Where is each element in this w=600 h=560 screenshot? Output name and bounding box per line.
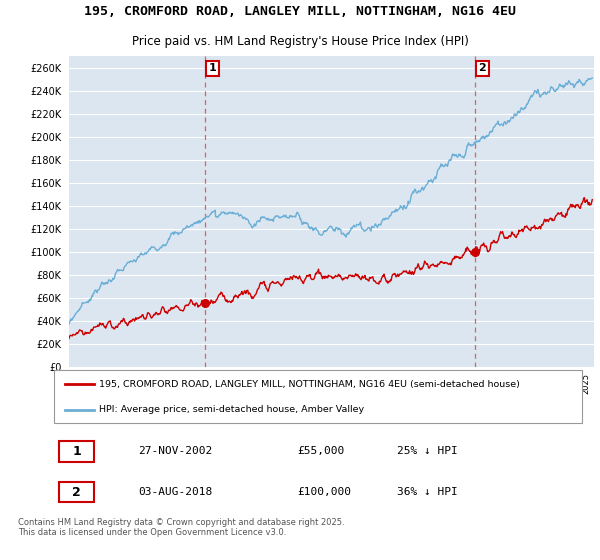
- Text: £55,000: £55,000: [297, 446, 344, 456]
- Text: 25% ↓ HPI: 25% ↓ HPI: [397, 446, 458, 456]
- Text: 03-AUG-2018: 03-AUG-2018: [139, 487, 213, 497]
- Text: 1: 1: [209, 63, 217, 73]
- Text: 1: 1: [72, 445, 81, 458]
- FancyBboxPatch shape: [59, 482, 94, 502]
- Text: 195, CROMFORD ROAD, LANGLEY MILL, NOTTINGHAM, NG16 4EU (semi-detached house): 195, CROMFORD ROAD, LANGLEY MILL, NOTTIN…: [99, 380, 520, 389]
- FancyBboxPatch shape: [54, 370, 582, 423]
- Text: Contains HM Land Registry data © Crown copyright and database right 2025.
This d: Contains HM Land Registry data © Crown c…: [18, 518, 344, 538]
- FancyBboxPatch shape: [59, 441, 94, 461]
- Text: 27-NOV-2002: 27-NOV-2002: [139, 446, 213, 456]
- Text: 2: 2: [72, 486, 81, 498]
- Text: 2: 2: [478, 63, 486, 73]
- Text: Price paid vs. HM Land Registry's House Price Index (HPI): Price paid vs. HM Land Registry's House …: [131, 35, 469, 48]
- Text: HPI: Average price, semi-detached house, Amber Valley: HPI: Average price, semi-detached house,…: [99, 405, 364, 414]
- Text: 195, CROMFORD ROAD, LANGLEY MILL, NOTTINGHAM, NG16 4EU: 195, CROMFORD ROAD, LANGLEY MILL, NOTTIN…: [84, 5, 516, 18]
- Text: 36% ↓ HPI: 36% ↓ HPI: [397, 487, 458, 497]
- Text: £100,000: £100,000: [297, 487, 351, 497]
